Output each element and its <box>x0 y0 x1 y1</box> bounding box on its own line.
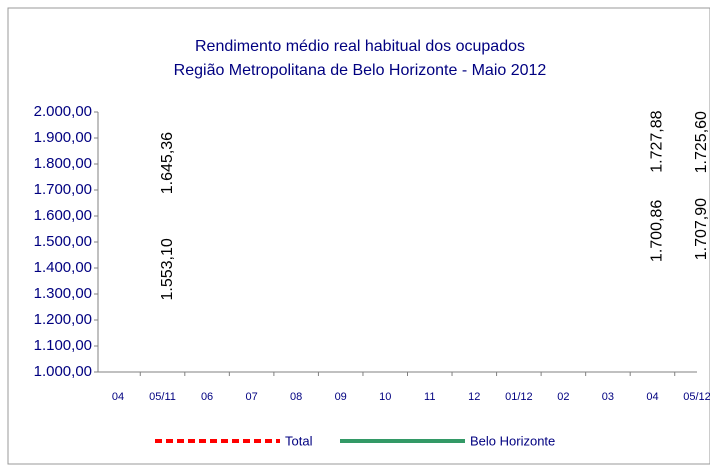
y-tick-label: 2.000,00 <box>34 103 92 120</box>
y-tick-label: 1.600,00 <box>34 207 92 224</box>
x-tick-label: 07 <box>245 391 257 403</box>
x-tick-label: 05/11 <box>149 391 176 403</box>
x-tick-label: 12 <box>468 391 480 403</box>
data-label: 1.725,60 <box>693 111 710 173</box>
x-tick-label: 03 <box>602 391 614 403</box>
data-label: 1.700,86 <box>649 200 666 262</box>
y-tick-label: 1.700,00 <box>34 181 92 198</box>
data-label: 1.553,10 <box>159 238 176 300</box>
x-tick-label: 10 <box>379 391 391 403</box>
x-tick-label: 02 <box>557 391 569 403</box>
legend-label: Belo Horizonte <box>470 433 555 448</box>
x-tick-label: 11 <box>424 391 435 403</box>
legend-label: Total <box>285 433 313 448</box>
y-tick-label: 1.900,00 <box>34 129 92 146</box>
data-label: 1.727,88 <box>649 110 666 172</box>
chart-subtitle: Região Metropolitana de Belo Horizonte -… <box>174 62 547 79</box>
y-tick-label: 1.000,00 <box>34 363 92 380</box>
data-label: 1.707,90 <box>693 198 710 260</box>
chart-frame <box>7 7 710 465</box>
y-tick-label: 1.800,00 <box>34 155 92 172</box>
x-tick-label: 08 <box>290 391 302 403</box>
x-tick-label: 06 <box>201 391 213 403</box>
y-tick-label: 1.200,00 <box>34 311 92 328</box>
chart-title: Rendimento médio real habitual dos ocupa… <box>195 38 525 55</box>
x-tick-label: 04 <box>646 391 658 403</box>
data-label: 1.645,36 <box>159 132 176 194</box>
y-tick-label: 1.400,00 <box>34 259 92 276</box>
y-tick-label: 1.500,00 <box>34 233 92 250</box>
x-tick-label: 04 <box>112 391 124 403</box>
x-tick-label: 09 <box>335 391 347 403</box>
y-tick-label: 1.100,00 <box>34 337 92 354</box>
x-tick-label: 01/12 <box>505 391 533 403</box>
y-tick-label: 1.300,00 <box>34 285 92 302</box>
x-tick-label: 05/12 <box>683 391 710 403</box>
